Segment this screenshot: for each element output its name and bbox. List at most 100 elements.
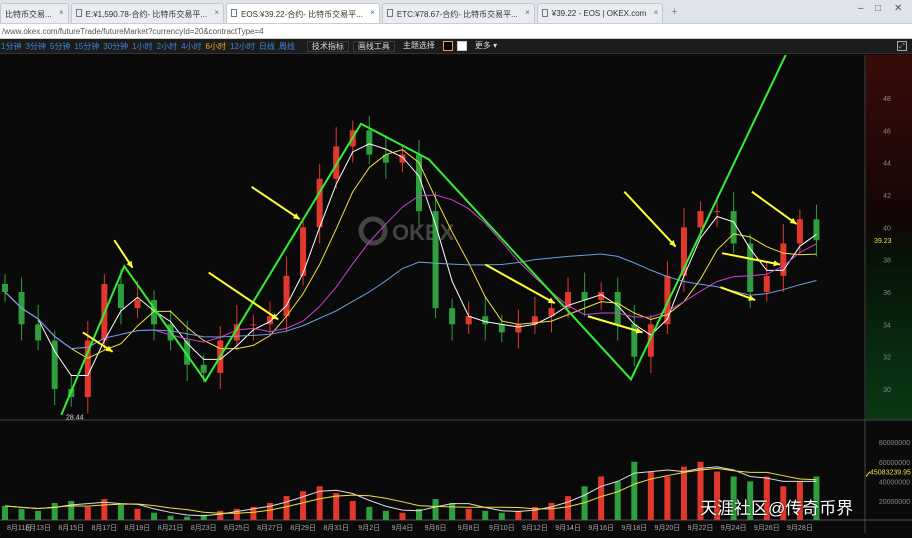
- close-icon[interactable]: ×: [370, 8, 375, 17]
- volume-bar: [664, 476, 671, 520]
- date-tick: 8月27日: [257, 524, 283, 532]
- volume-bar: [2, 505, 8, 520]
- okex-logo: OKEX: [392, 220, 455, 245]
- browser-tab-active[interactable]: EOS:¥39.22-合约- 比特币交易平... ×: [226, 3, 380, 23]
- candle-body: [250, 324, 257, 326]
- date-tick: 8月13日: [25, 524, 51, 532]
- candle-body: [631, 324, 638, 357]
- volume-bar: [300, 491, 307, 520]
- candle-body: [134, 300, 141, 309]
- date-tick: 9月4日: [392, 524, 414, 532]
- volume-bar: [531, 506, 538, 520]
- light-theme-swatch[interactable]: [456, 41, 467, 51]
- volume-bar: [598, 476, 605, 520]
- volume-bar: [184, 516, 191, 520]
- price-tick: 38: [883, 258, 891, 265]
- volume-ma-line: [4, 467, 817, 514]
- tab-title: ¥39.22 - EOS | OKEX.com: [551, 9, 647, 18]
- volume-bar: [117, 504, 124, 520]
- arrow-head-icon: [126, 260, 133, 268]
- volume-tick: 60000000: [879, 460, 910, 467]
- more-button[interactable]: 更多 ▾: [474, 40, 498, 50]
- candle-body: [266, 316, 273, 325]
- volume-bar: [697, 461, 704, 520]
- arrow-head-icon: [292, 213, 300, 220]
- candle-body: [35, 324, 42, 341]
- maximize-icon[interactable]: □: [875, 3, 882, 14]
- price-tick: 48: [883, 96, 891, 103]
- volume-bar: [647, 471, 654, 520]
- price-tick: 30: [883, 387, 891, 394]
- period-5[interactable]: 1小时: [132, 41, 153, 51]
- volume-bar: [68, 501, 75, 520]
- volume-bar: [167, 515, 174, 520]
- volume-bar: [465, 508, 472, 520]
- annotation-arrow: [587, 315, 643, 334]
- candle-body: [416, 154, 422, 212]
- date-tick: 9月28日: [787, 524, 813, 532]
- last-volume-label: 45083239.95: [870, 470, 911, 477]
- period-3[interactable]: 15分钟: [74, 41, 100, 51]
- period-9[interactable]: 12小时: [229, 41, 255, 51]
- close-icon[interactable]: ×: [525, 8, 530, 17]
- volume-bar: [780, 486, 787, 520]
- candle-body: [382, 154, 389, 163]
- candle-body: [482, 316, 489, 325]
- fullscreen-icon[interactable]: ⤢: [897, 41, 907, 51]
- candle-body: [498, 324, 505, 333]
- new-tab-button[interactable]: +: [671, 5, 678, 18]
- candle-body: [283, 275, 290, 317]
- period-0[interactable]: 1分钟: [1, 41, 22, 51]
- date-tick: 9月2日: [358, 524, 380, 532]
- date-tick: 9月18日: [621, 524, 647, 532]
- drawing-tools-button[interactable]: 画线工具: [352, 40, 395, 52]
- period-7[interactable]: 4小时: [181, 41, 202, 51]
- candle-body: [548, 308, 555, 317]
- volume-bar: [51, 502, 58, 520]
- volume-bar: [333, 493, 340, 520]
- volume-bar: [432, 499, 439, 520]
- arrow-head-icon: [635, 327, 643, 334]
- period-8[interactable]: 6小时: [205, 41, 226, 51]
- period-10[interactable]: 日线: [258, 41, 275, 51]
- arrow-head-icon: [773, 260, 781, 267]
- date-tick: 8月21日: [158, 524, 184, 532]
- indicators-button[interactable]: 技术指标: [306, 40, 349, 52]
- close-window-icon[interactable]: ✕: [894, 3, 903, 14]
- date-tick: 8月29日: [290, 524, 316, 532]
- ma-line-20: [4, 253, 817, 350]
- period-11[interactable]: 周线: [278, 41, 295, 51]
- period-4[interactable]: 30分钟: [103, 41, 129, 51]
- volume-bar: [449, 502, 456, 520]
- low-price-label: 28.44: [66, 414, 84, 421]
- browser-tab[interactable]: E:¥1,590.78-合约- 比特币交易平... ×: [70, 3, 225, 23]
- candle-body: [300, 227, 307, 276]
- depth-panel: [866, 55, 912, 420]
- close-icon[interactable]: ×: [214, 8, 220, 17]
- volume-bar: [515, 510, 522, 520]
- period-6[interactable]: 2小时: [156, 41, 178, 51]
- volume-bar: [84, 506, 91, 520]
- last-volume-marker: [865, 471, 871, 477]
- tab-title: 比特币交易...: [5, 10, 52, 19]
- theme-select-label[interactable]: 主题选择: [402, 40, 435, 50]
- period-1[interactable]: 3分钟: [25, 41, 46, 51]
- browser-tab[interactable]: ¥39.22 - EOS | OKEX.com ×: [536, 3, 664, 23]
- date-tick: 9月26日: [754, 524, 780, 532]
- candle-body: [117, 283, 124, 309]
- browser-tab[interactable]: ETC:¥78.67-合约- 比特币交易平... ×: [381, 3, 535, 23]
- browser-tab[interactable]: 比特币交易... ×: [0, 3, 69, 23]
- close-icon[interactable]: ×: [59, 8, 64, 17]
- address-bar[interactable]: /www.okex.com/futureTrade/futureMarket?c…: [0, 24, 912, 39]
- date-tick: 8月15日: [58, 524, 84, 532]
- period-2[interactable]: 5分钟: [49, 41, 71, 51]
- volume-bar: [349, 501, 356, 520]
- candle-body: [780, 243, 787, 276]
- volume-tick: 40000000: [879, 479, 910, 486]
- dark-theme-swatch[interactable]: [442, 41, 453, 51]
- close-icon[interactable]: ×: [653, 8, 659, 17]
- volume-bar: [730, 476, 737, 520]
- minimize-icon[interactable]: –: [858, 3, 864, 14]
- volume-bar: [134, 508, 141, 520]
